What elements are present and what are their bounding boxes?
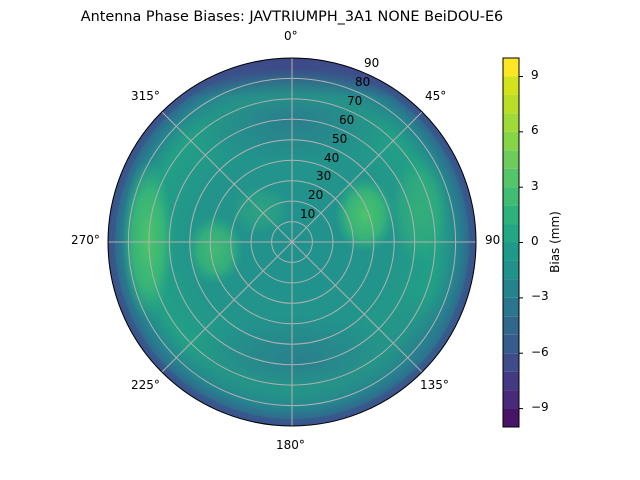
radial-label-40: 40 — [324, 151, 340, 165]
colorbar-tick-neg9: −9 — [531, 400, 549, 414]
colorbar-tick-6: 6 — [531, 123, 539, 137]
angle-label-180: 180° — [276, 438, 305, 452]
chart-title: Antenna Phase Biases: JAVTRIUMPH_3A1 NON… — [80, 9, 504, 25]
angle-label-90: 90 — [485, 233, 501, 247]
radial-label-30: 30 — [316, 169, 332, 183]
angle-label-225: 225° — [131, 378, 160, 392]
radial-label-50: 50 — [332, 132, 348, 146]
colorbar-label: Bias (mm) — [548, 211, 562, 273]
angular-grid — [108, 58, 476, 426]
radial-label-20: 20 — [308, 188, 324, 202]
radial-label-10: 10 — [300, 207, 316, 221]
radial-label-90: 90 — [364, 56, 380, 70]
radial-label-60: 60 — [339, 113, 355, 127]
angle-label-45: 45° — [425, 89, 447, 103]
colorbar-tick-3: 3 — [531, 179, 539, 193]
radial-label-70: 70 — [347, 94, 363, 108]
colorbar-tick-neg3: −3 — [531, 289, 549, 303]
colorbar-tick-neg6: −6 — [531, 345, 549, 359]
angle-label-315: 315° — [131, 89, 160, 103]
colorbar — [502, 57, 523, 428]
angle-label-135: 135° — [420, 378, 449, 392]
colorbar-tick-9: 9 — [531, 68, 539, 82]
angle-label-0: 0° — [284, 29, 298, 43]
radial-label-80: 80 — [355, 75, 371, 89]
polar-frame — [107, 57, 477, 427]
angle-label-270: 270° — [71, 233, 100, 247]
colorbar-tick-0: 0 — [531, 234, 539, 248]
